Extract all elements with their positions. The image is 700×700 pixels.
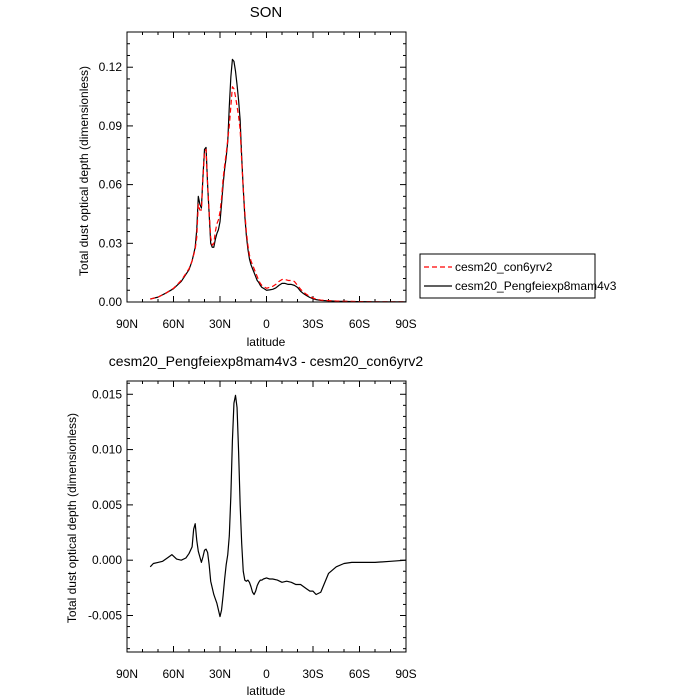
chart-top-ylabel: Total dust optical depth (dimensionless)	[77, 66, 91, 276]
top-ytick-label: 0.03	[99, 236, 123, 250]
top-ytick-label: 0.06	[99, 178, 123, 192]
chart-top-frame	[126, 31, 407, 303]
top-ytick-label: 0.09	[99, 119, 123, 133]
chart-bottom-series	[149, 394, 407, 618]
chart-top-ticks: 90N 60N 30N 0 30S 60S 90S 0.00 0.03 0.06 0.09 0.12	[99, 31, 417, 331]
legend-label-con6yrv2: cesm20_con6yrv2	[455, 260, 553, 274]
top-xtick-label: 30S	[302, 317, 323, 331]
top-xtick-label: 90S	[395, 317, 416, 331]
legend-box	[419, 253, 596, 299]
top-xtick-label: 90N	[116, 317, 138, 331]
top-xtick-label: 0	[263, 317, 270, 331]
bottom-xtick-label: 0	[263, 667, 270, 681]
bottom-xtick-label: 60N	[162, 667, 184, 681]
bottom-xtick-label: 90S	[395, 667, 416, 681]
bottom-ytick-label: 0.000	[92, 553, 122, 567]
chart-bottom-title: cesm20_Pengfeiexp8mam4v3 - cesm20_con6yr…	[109, 353, 424, 369]
bottom-xtick-label: 90N	[116, 667, 138, 681]
chart-top-legend: cesm20_con6yrv2 cesm20_Pengfeiexp8mam4v3	[419, 253, 617, 299]
chart-bottom-ylabel: Total dust optical depth (dimensionless)	[65, 413, 79, 623]
chart-bottom-ticks: 90N 60N 30N 0 30S 60S 90S -0.005 0.000 0.005 0.010…	[88, 381, 417, 681]
series-line-cesm20-pengfeiexp8mam4v3	[150, 58, 406, 303]
top-ytick-label: 0.12	[99, 60, 123, 74]
top-xtick-label: 60N	[162, 317, 184, 331]
chart-bottom-frame	[126, 380, 407, 653]
chart-top-series	[150, 58, 406, 303]
bottom-ytick-label: -0.005	[88, 608, 122, 622]
bottom-ytick-label: 0.005	[92, 498, 122, 512]
chart-bottom-xlabel: latitude	[247, 684, 286, 698]
chart-bottom: cesm20_Pengfeiexp8mam4v3 - cesm20_con6yr…	[65, 353, 423, 698]
top-ytick-label: 0.00	[99, 295, 123, 309]
series-line-cesm20-pengfeiexp8mam4v3-cesm20-con6yrv2	[149, 394, 407, 618]
legend-label-pengfei: cesm20_Pengfeiexp8mam4v3	[455, 279, 617, 293]
bottom-xtick-label: 30S	[302, 667, 323, 681]
bottom-xtick-label: 30N	[209, 667, 231, 681]
bottom-xtick-label: 60S	[349, 667, 370, 681]
chart-top-title: SON	[250, 4, 283, 21]
chart-top: SON Total dust optical depth (dimensionl…	[77, 4, 617, 349]
bottom-ytick-label: 0.010	[92, 443, 122, 457]
bottom-ytick-label: 0.015	[92, 387, 122, 401]
top-xtick-label: 60S	[349, 317, 370, 331]
top-xtick-label: 30N	[209, 317, 231, 331]
series-line-cesm20-con6yrv2	[150, 86, 406, 303]
chart-top-xlabel: latitude	[247, 335, 286, 349]
